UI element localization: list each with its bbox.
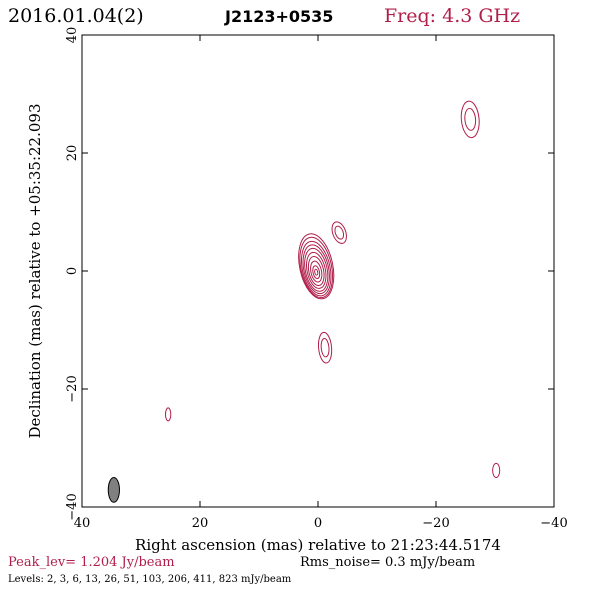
y-axis-label: Declination (mas) relative to +05:35:22.… xyxy=(26,103,44,438)
y-tick-label: −40 xyxy=(65,493,80,520)
beam-ellipse-group xyxy=(107,477,120,503)
beam-ellipse xyxy=(107,477,120,503)
x-tick-label: 40 xyxy=(74,516,91,531)
core-contour-ring xyxy=(312,265,321,280)
y-tick-label: 0 xyxy=(65,267,80,275)
peak-level: Peak_lev= 1.204 Jy/beam xyxy=(8,555,175,570)
observation-date: 2016.01.04(2) xyxy=(8,5,144,27)
core-contour-ring xyxy=(299,236,334,299)
x-tick-label: −40 xyxy=(540,516,567,531)
core-contour-ring xyxy=(314,268,319,276)
core-contour-ring xyxy=(300,240,332,297)
core-contour-ring xyxy=(298,233,335,300)
core-contour-ring xyxy=(304,247,329,292)
comp-ne-contour xyxy=(464,107,477,131)
x-tick-label: 0 xyxy=(314,516,322,531)
contour-lines xyxy=(164,100,501,479)
comp-south-contour xyxy=(317,331,333,364)
y-tick-label: 20 xyxy=(65,145,80,162)
core-contour-ring xyxy=(306,251,327,289)
core-contour-ring xyxy=(307,255,325,287)
jet-knot-contour xyxy=(334,225,345,240)
spot-west-contour xyxy=(164,407,172,422)
comp-south-contour xyxy=(320,338,330,358)
comp-ne-contour xyxy=(460,100,480,139)
jet-knot-contour xyxy=(331,221,347,244)
plot-frame xyxy=(81,34,555,508)
contour-levels: Levels: 2, 3, 6, 13, 26, 51, 103, 206, 4… xyxy=(8,574,292,585)
x-tick-label: −20 xyxy=(422,516,449,531)
y-tick-label: −20 xyxy=(65,375,80,402)
rms-noise: Rms_noise= 0.3 mJy/beam xyxy=(300,555,475,570)
spot-se-contour xyxy=(492,462,501,479)
core-contour-ring xyxy=(310,260,323,283)
x-axis-label: Right ascension (mas) relative to 21:23:… xyxy=(135,536,501,554)
axis-ticks: 40 20 0 −20 −40 −40 −20 0 20 40 xyxy=(65,27,568,531)
x-tick-label: 20 xyxy=(192,516,209,531)
frequency-label: Freq: 4.3 GHz xyxy=(384,5,520,27)
source-name: J2123+0535 xyxy=(224,7,333,26)
core-contour-ring xyxy=(302,244,330,295)
y-tick-label: 40 xyxy=(65,27,80,44)
